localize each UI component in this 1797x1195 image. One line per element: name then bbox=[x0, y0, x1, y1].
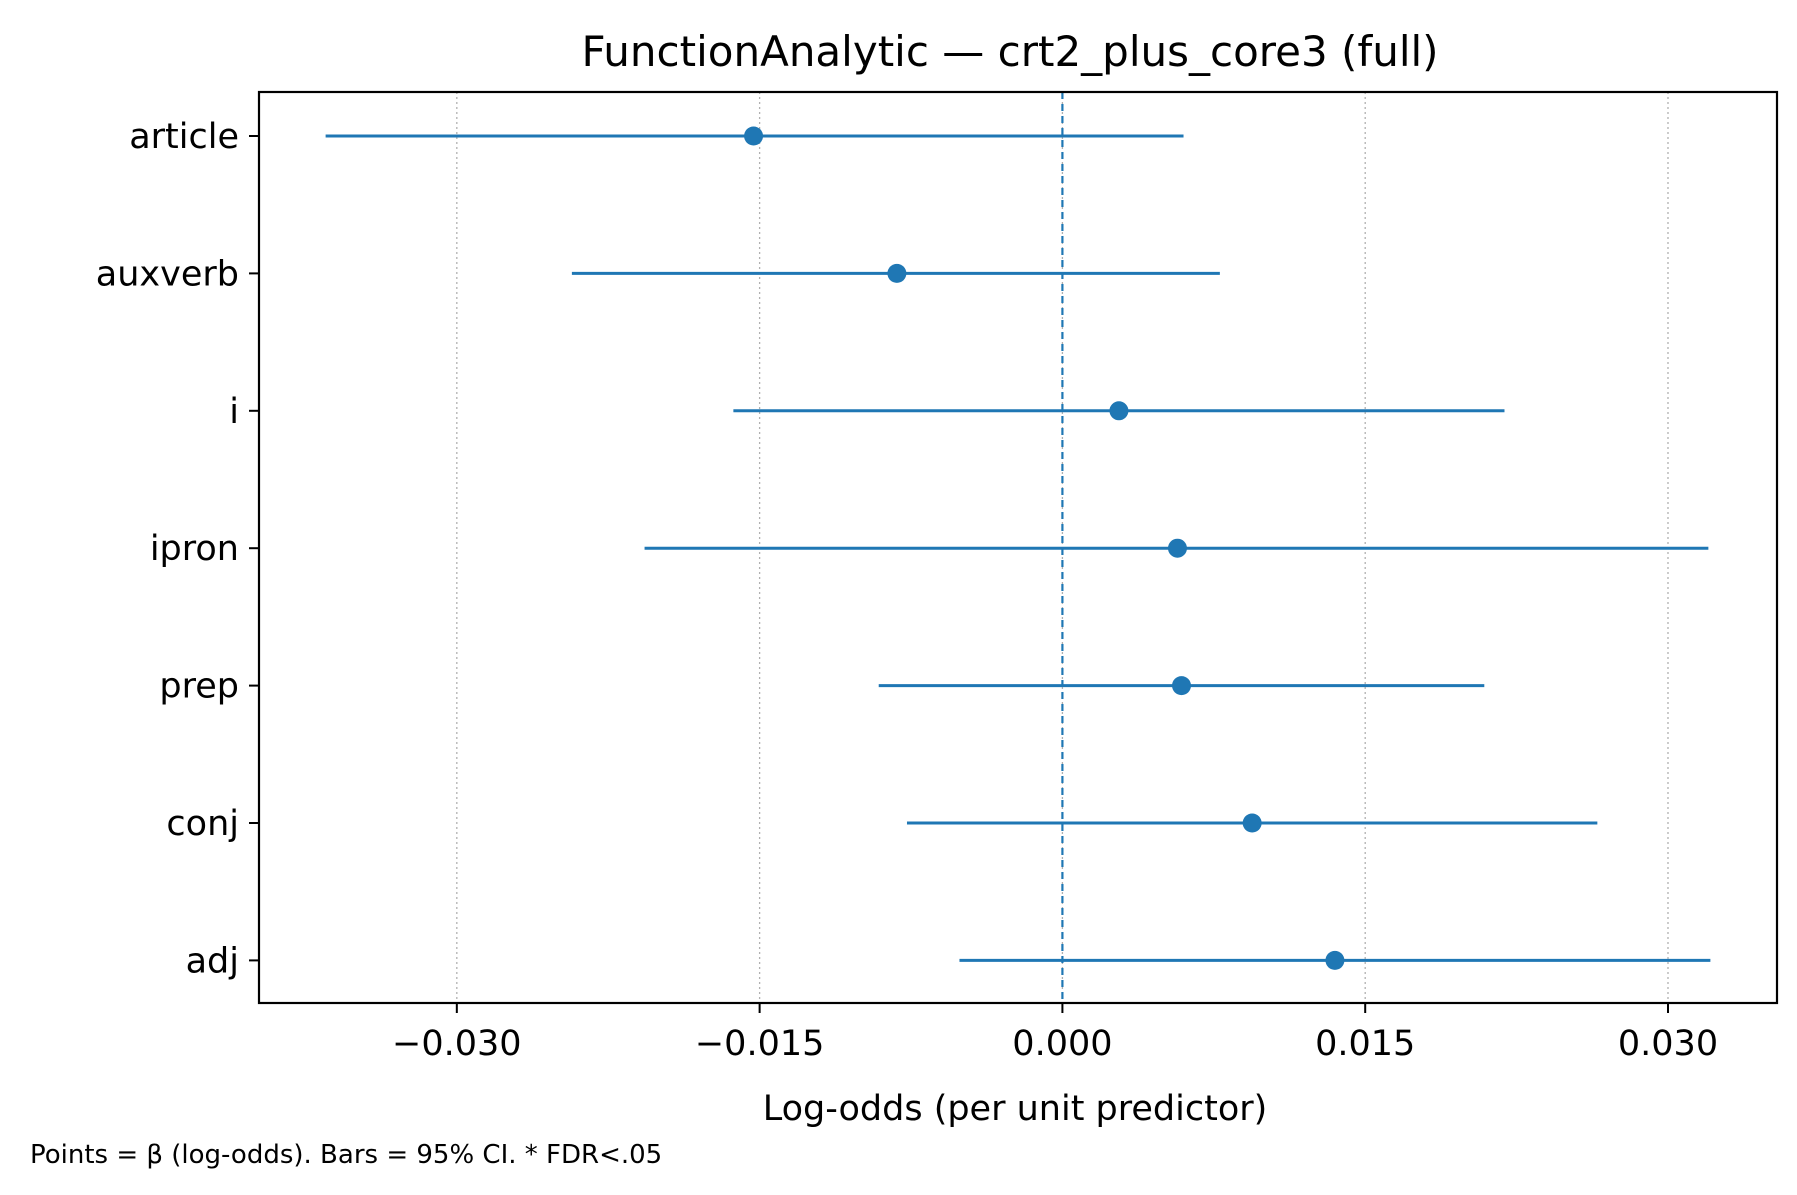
chart-title: FunctionAnalytic — crt2_plus_core3 (full… bbox=[581, 27, 1438, 76]
estimate-points bbox=[744, 126, 1345, 970]
y-tick-label-conj: conj bbox=[166, 804, 239, 844]
point-ipron bbox=[1167, 538, 1187, 558]
x-axis-label: Log-odds (per unit predictor) bbox=[763, 1089, 1268, 1129]
y-axis-ticks: article auxverb i ipron prep conj adj bbox=[96, 117, 259, 981]
point-conj bbox=[1242, 813, 1262, 833]
y-tick-label-ipron: ipron bbox=[150, 529, 239, 569]
point-article bbox=[744, 126, 764, 146]
point-auxverb bbox=[887, 263, 907, 283]
y-tick-label-article: article bbox=[129, 117, 239, 157]
y-tick-label-prep: prep bbox=[159, 667, 239, 707]
x-tick-label-2: 0.000 bbox=[1012, 1024, 1112, 1064]
point-adj bbox=[1325, 950, 1345, 970]
point-prep bbox=[1172, 676, 1192, 696]
y-tick-label-auxverb: auxverb bbox=[96, 254, 239, 294]
point-i bbox=[1109, 401, 1129, 421]
footnote: Points = β (log-odds). Bars = 95% CI. * … bbox=[30, 1140, 662, 1170]
y-tick-label-adj: adj bbox=[186, 941, 239, 981]
x-tick-label-3: 0.015 bbox=[1315, 1024, 1415, 1064]
x-tick-label-4: 0.030 bbox=[1618, 1024, 1718, 1064]
x-axis-ticks: −0.030 −0.015 0.000 0.015 0.030 bbox=[392, 1003, 1718, 1064]
y-tick-label-i: i bbox=[229, 392, 239, 432]
x-tick-label-1: −0.015 bbox=[695, 1024, 825, 1064]
x-tick-label-0: −0.030 bbox=[392, 1024, 522, 1064]
